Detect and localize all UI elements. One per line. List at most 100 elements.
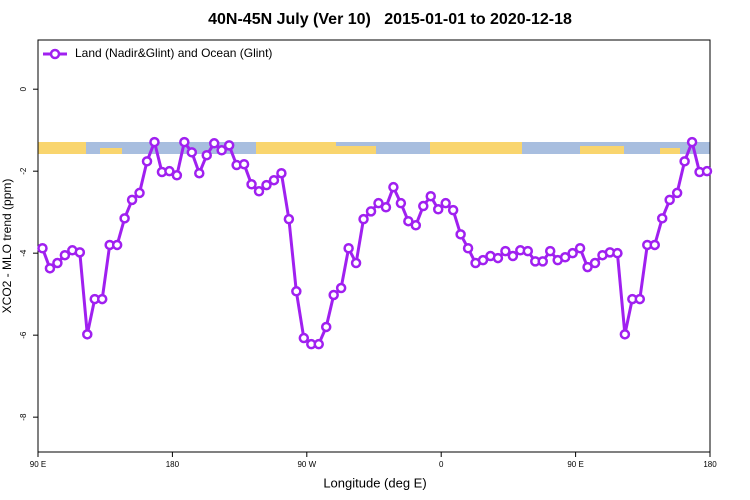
data-point xyxy=(567,247,578,259)
data-point xyxy=(403,215,414,227)
data-point xyxy=(320,321,332,333)
data-point xyxy=(686,136,698,148)
data-point xyxy=(395,197,407,209)
data-point xyxy=(37,243,48,254)
data-point xyxy=(141,156,153,167)
land-ocean-strip xyxy=(38,142,710,154)
data-point xyxy=(134,187,145,199)
data-point xyxy=(701,165,713,177)
y-tick-label: -4 xyxy=(19,249,28,257)
data-point xyxy=(186,147,198,158)
data-point xyxy=(335,282,347,294)
x-axis-label: Longitude (deg E) xyxy=(323,475,426,490)
data-point xyxy=(522,245,534,257)
series-line xyxy=(41,140,708,346)
land-band xyxy=(430,142,522,154)
data-point xyxy=(589,257,601,269)
data-point xyxy=(268,174,280,186)
data-point xyxy=(671,187,683,199)
data-point xyxy=(149,136,160,148)
data-point xyxy=(358,213,369,225)
data-point xyxy=(343,243,354,254)
y-tick-label: -6 xyxy=(19,331,28,339)
y-axis-label: XCO2 - MLO trend (ppm) xyxy=(0,179,14,314)
data-point xyxy=(59,249,71,261)
data-point xyxy=(52,257,63,269)
data-point xyxy=(388,181,399,193)
data-point xyxy=(537,256,548,267)
data-point xyxy=(619,329,631,340)
data-point xyxy=(477,254,489,266)
land-band xyxy=(580,146,624,154)
plot-frame xyxy=(37,39,711,453)
data-point xyxy=(171,170,183,181)
legend-marker xyxy=(49,48,61,60)
data-point xyxy=(373,197,384,209)
land-band xyxy=(100,148,122,154)
data-point xyxy=(201,149,212,161)
data-point xyxy=(74,247,86,258)
data-point xyxy=(179,136,190,148)
data-point xyxy=(492,252,504,264)
data-point xyxy=(664,194,675,206)
data-point xyxy=(455,229,466,240)
data-point xyxy=(425,190,436,202)
data-point xyxy=(276,167,287,179)
data-point xyxy=(507,250,519,262)
y-tick-label: 0 xyxy=(19,86,28,91)
data-point xyxy=(208,138,220,149)
data-point xyxy=(238,158,250,170)
data-point xyxy=(462,243,474,254)
data-point xyxy=(440,197,451,209)
data-point xyxy=(500,245,511,257)
data-point xyxy=(612,247,623,259)
x-tick-label: 180 xyxy=(703,460,717,469)
data-point xyxy=(559,252,571,263)
y-tick-label: -2 xyxy=(19,167,28,175)
data-point xyxy=(96,293,108,305)
x-tick-label: 180 xyxy=(166,460,180,469)
data-point xyxy=(216,145,227,156)
data-point xyxy=(111,239,123,251)
data-point xyxy=(261,179,272,191)
data-point xyxy=(119,213,130,224)
data-point xyxy=(246,179,257,190)
data-point xyxy=(447,204,459,216)
data-point xyxy=(656,213,668,224)
data-point xyxy=(350,257,362,269)
data-point xyxy=(418,200,429,212)
data-point xyxy=(328,289,339,301)
data-point xyxy=(291,286,302,297)
data-point xyxy=(649,239,660,251)
data-point xyxy=(283,213,295,225)
data-point xyxy=(126,194,138,206)
data-point xyxy=(574,243,586,254)
x-tick-label: 90 E xyxy=(567,460,583,469)
data-point xyxy=(164,165,175,177)
land-band xyxy=(660,148,680,154)
data-point xyxy=(380,202,392,213)
y-tick-label: -8 xyxy=(19,413,28,421)
data-point xyxy=(544,245,556,257)
data-point xyxy=(582,261,593,273)
legend-label: Land (Nadir&Glint) and Ocean (Glint) xyxy=(75,46,272,60)
x-tick-label: 90 W xyxy=(297,460,316,469)
x-tick-label: 0 xyxy=(439,460,444,469)
data-point xyxy=(679,156,690,167)
data-point xyxy=(365,206,377,217)
x-tick-label: 90 E xyxy=(30,460,46,469)
land-band xyxy=(38,142,86,154)
data-point xyxy=(223,140,235,151)
land-band xyxy=(256,142,336,154)
data-point xyxy=(634,293,646,305)
land-band xyxy=(336,146,376,154)
data-point xyxy=(410,220,422,231)
data-point xyxy=(194,167,205,179)
chart-title: 40N-45N July (Ver 10) 2015-01-01 to 2020… xyxy=(208,11,572,28)
data-point xyxy=(82,329,93,340)
data-point xyxy=(253,186,265,197)
data-point xyxy=(44,263,56,274)
data-point xyxy=(313,338,324,350)
